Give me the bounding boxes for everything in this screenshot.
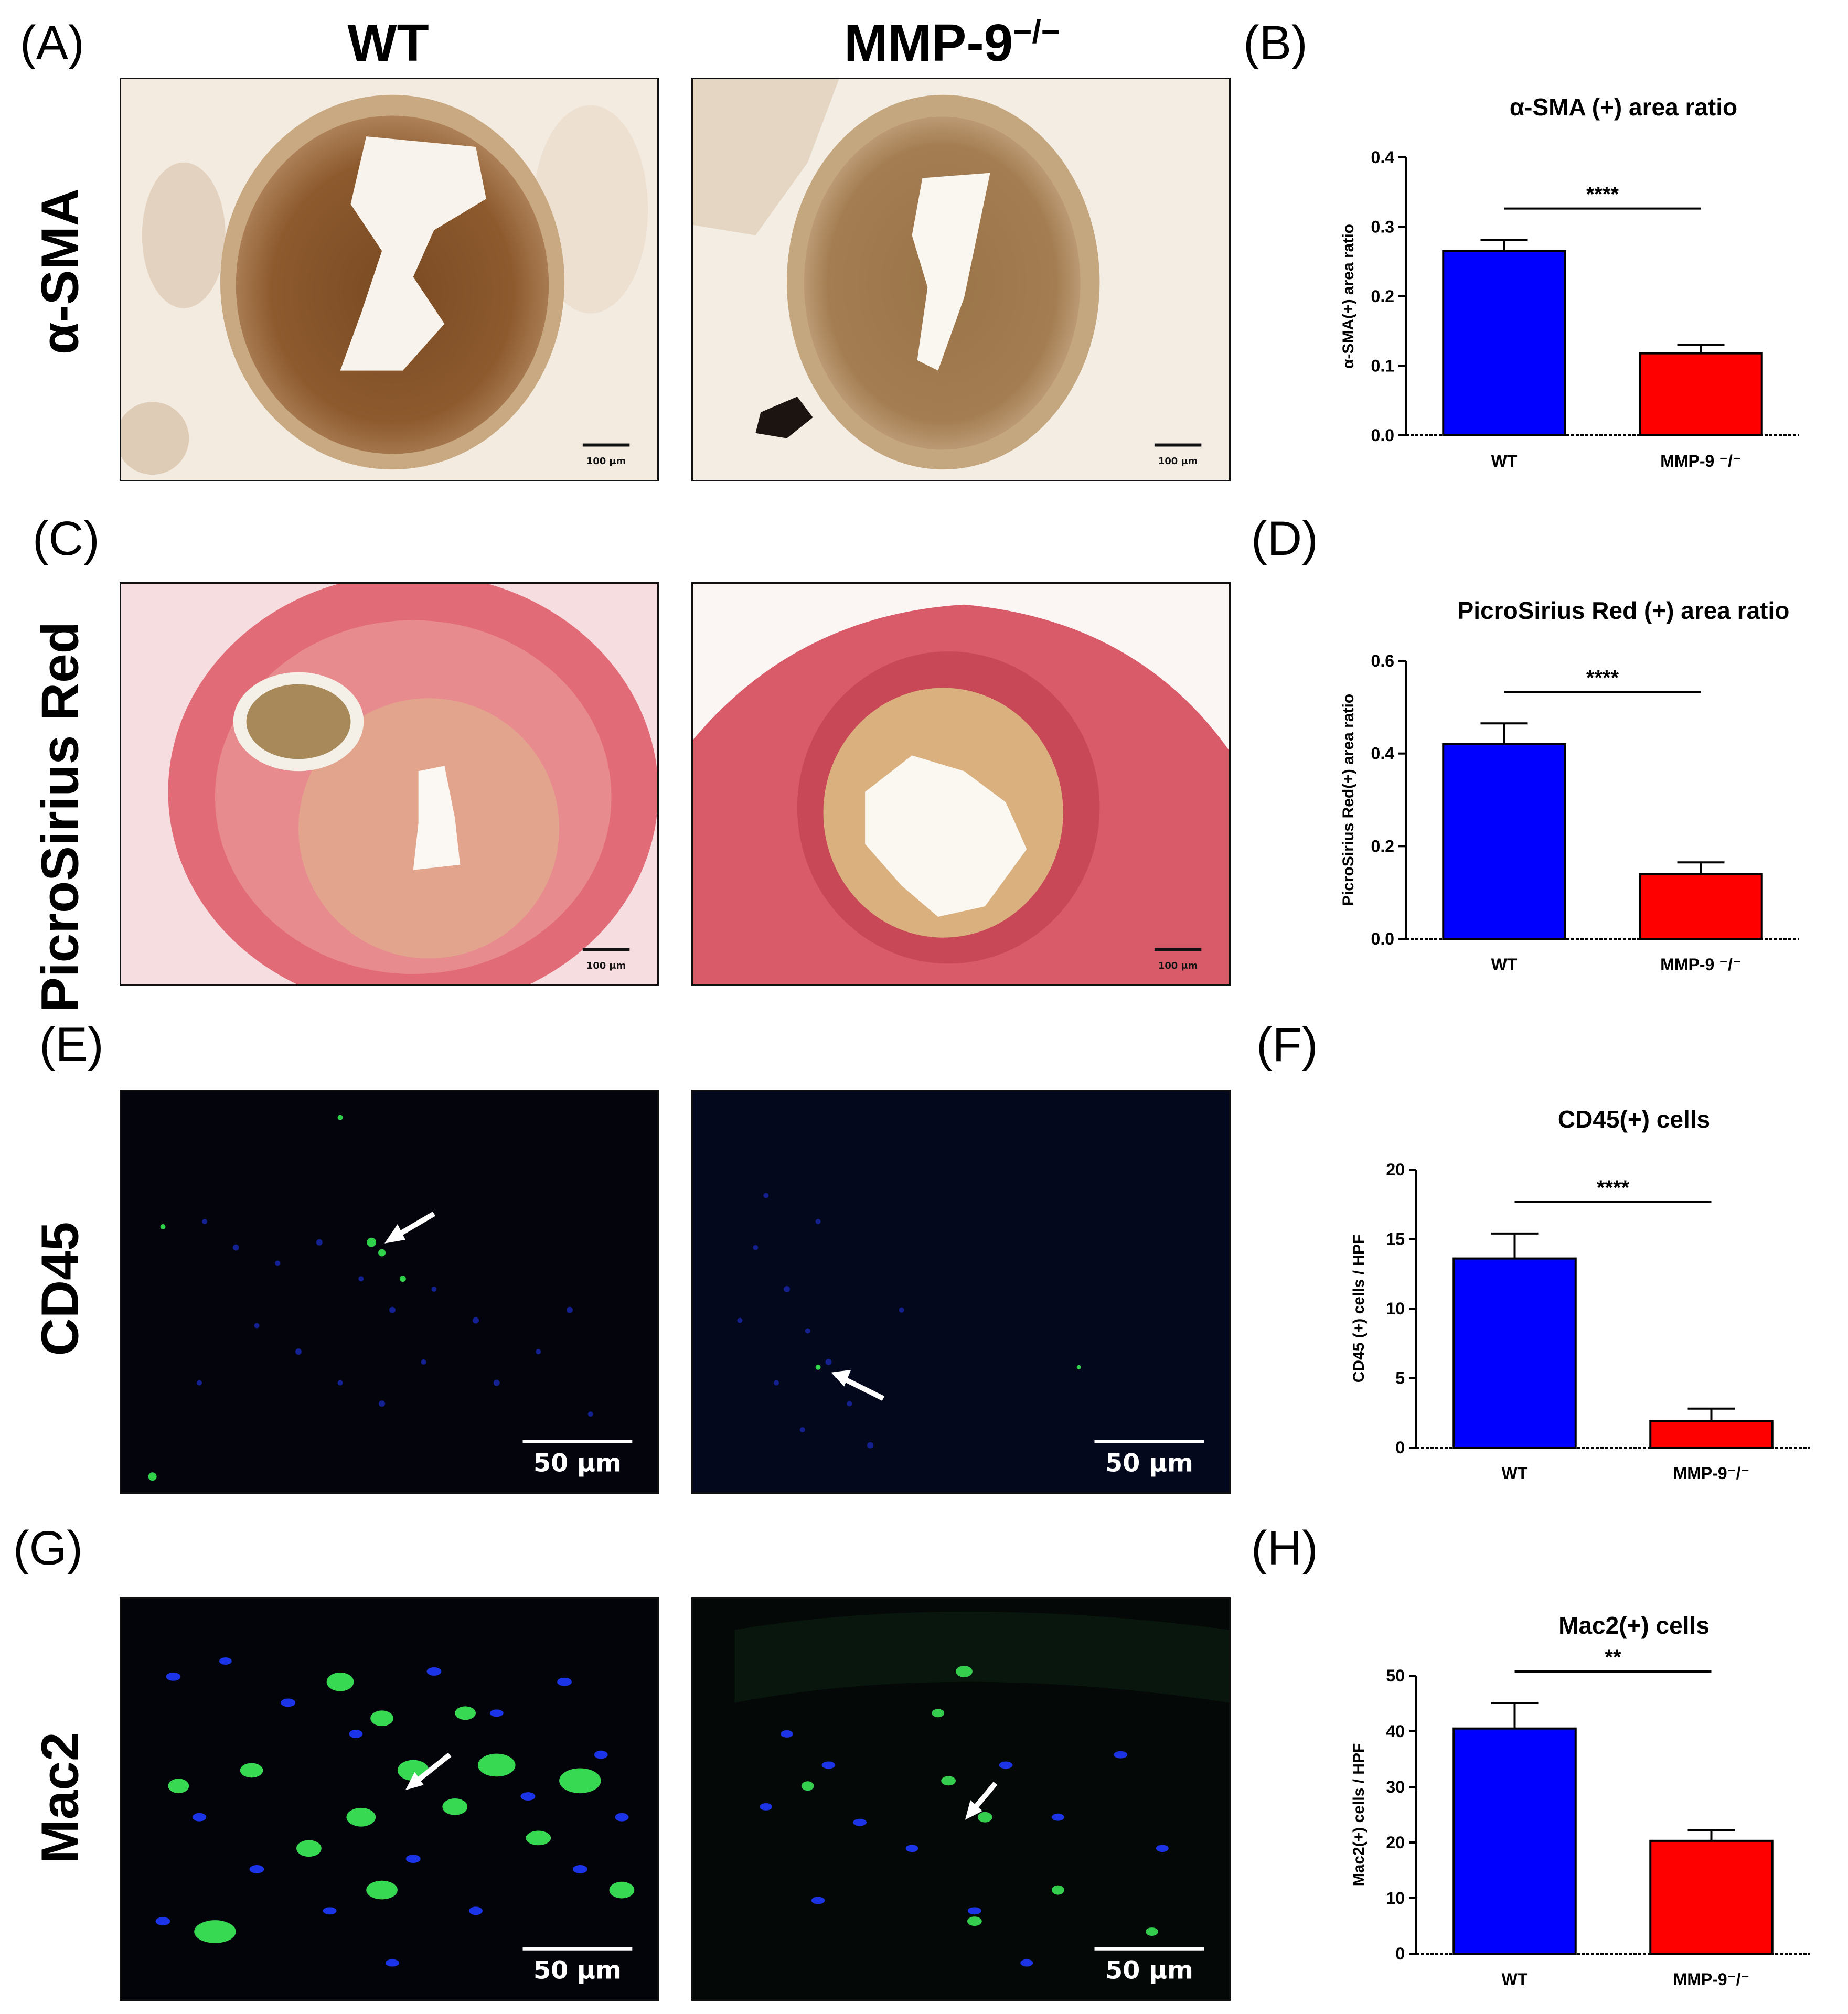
y-tick-label: 0.2: [1371, 837, 1394, 855]
y-tick-label: 20: [1386, 1160, 1405, 1179]
x-category-label: WT: [1491, 955, 1518, 974]
scale-bar-label-e-ko: 50 μm: [1105, 1449, 1193, 1477]
panel-letter-c: (C): [33, 512, 100, 565]
row-label-psr: PicroSirius Red: [30, 622, 90, 1012]
micrograph-mac2-ko: 50 μm: [691, 1597, 1231, 2001]
x-category-label: MMP-9⁻/⁻: [1673, 1464, 1750, 1483]
chart-title: Mac2(+) cells: [1558, 1612, 1710, 1639]
micrograph-sma-ko: 100 μm: [691, 78, 1231, 481]
bar-mmp9-ko: [1649, 1839, 1774, 1955]
x-category-label: MMP-9 ⁻/⁻: [1660, 955, 1742, 974]
y-tick-label: 0.2: [1371, 287, 1394, 306]
micrograph-cd45-ko: 50 μm: [691, 1090, 1231, 1494]
scale-bar-label-g-wt: 50 μm: [533, 1956, 622, 1985]
scale-bar-label-a-wt: 100 μm: [586, 456, 626, 467]
bar-wt: [1452, 1727, 1577, 1955]
chart-f-cd45-cells: CD45(+) cells 0 5 10 15 20 CD45 (+) cells / HP…: [1285, 1091, 1841, 1505]
row-label-mac2: Mac2: [30, 1732, 90, 1863]
y-tick-label: 0.0: [1371, 426, 1394, 445]
x-category-label: MMP-9⁻/⁻: [1673, 1970, 1750, 1989]
micrograph-mac2-wt: 50 μm: [120, 1597, 659, 2001]
chart-b-sma-area: α-SMA (+) area ratio 0.0 0.1 0.2 0.3 0.4 α-SMA…: [1275, 79, 1831, 493]
column-header-mmp9-ko: MMP-9−/−: [682, 13, 1222, 73]
bar-mmp9-ko: [1639, 873, 1763, 940]
y-axis-label: PicroSirius Red(+) area ratio: [1340, 694, 1357, 906]
significance-stars: ****: [1586, 183, 1619, 206]
micrograph-cd45-wt: 50 μm: [120, 1090, 659, 1494]
y-tick-label: 20: [1386, 1833, 1405, 1852]
panel-letter-a: (A): [20, 16, 84, 70]
micrograph-psr-ko: 100 μm: [691, 582, 1231, 986]
bar-wt: [1452, 1257, 1577, 1449]
significance-stars: **: [1605, 1646, 1621, 1669]
y-tick-label: 0.6: [1371, 651, 1394, 670]
scale-bar-label-g-ko: 50 μm: [1105, 1956, 1193, 1985]
y-tick-label: 10: [1386, 1299, 1405, 1318]
y-tick-label: 50: [1386, 1666, 1405, 1685]
y-tick-label: 30: [1386, 1777, 1405, 1796]
panel-letter-f: (F): [1256, 1018, 1318, 1072]
significance-stars: ****: [1586, 666, 1619, 689]
panel-letter-b: (B): [1243, 16, 1308, 70]
chart-h-mac2-cells: Mac2(+) cells 0 10 20 30 40 50 Mac2(+) cells / …: [1285, 1597, 1841, 2011]
row-label-cd45: CD45: [30, 1222, 90, 1356]
y-axis-label: Mac2(+) cells / HPF: [1350, 1743, 1368, 1887]
x-category-label: WT: [1502, 1464, 1528, 1483]
chart-title: CD45(+) cells: [1558, 1106, 1710, 1133]
x-category-label: WT: [1502, 1970, 1528, 1989]
y-tick-label: 0: [1395, 1944, 1405, 1963]
y-tick-label: 0.1: [1371, 357, 1394, 376]
scale-bar-label-c-ko: 100 μm: [1158, 960, 1198, 971]
panel-letter-g: (G): [13, 1522, 83, 1575]
x-category-label: MMP-9 ⁻/⁻: [1660, 452, 1742, 470]
row-label-sma: α-SMA: [30, 188, 90, 355]
y-tick-label: 10: [1386, 1889, 1405, 1908]
chart-title: α-SMA (+) area ratio: [1510, 93, 1737, 121]
column-header-ko-base: MMP-9: [844, 14, 1013, 72]
chart-d-psr-area: PicroSirius Red (+) area ratio 0.0 0.2 0.4 0…: [1275, 582, 1831, 997]
y-tick-label: 0.3: [1371, 218, 1394, 237]
y-axis-label: CD45 (+) cells / HPF: [1350, 1235, 1368, 1383]
scale-bar-label-a-ko: 100 μm: [1158, 456, 1198, 467]
x-category-label: WT: [1491, 452, 1518, 470]
y-tick-label: 0.4: [1371, 148, 1395, 167]
y-axis-label: α-SMA(+) area ratio: [1340, 224, 1357, 369]
bar-wt: [1442, 743, 1566, 940]
scale-bar-label-c-wt: 100 μm: [586, 960, 626, 971]
y-tick-label: 15: [1386, 1230, 1405, 1249]
bar-wt: [1442, 250, 1566, 436]
y-tick-label: 0: [1395, 1438, 1405, 1457]
chart-title: PicroSirius Red (+) area ratio: [1458, 597, 1790, 624]
column-header-ko-sup: −/−: [1013, 14, 1060, 50]
y-tick-label: 0.0: [1371, 929, 1394, 948]
column-header-wt: WT: [347, 14, 429, 72]
bar-mmp9-ko: [1649, 1420, 1774, 1449]
y-tick-label: 0.4: [1371, 744, 1395, 763]
panel-letter-e: (E): [39, 1018, 104, 1072]
panel-letter-d: (D): [1251, 512, 1318, 565]
micrograph-psr-wt: 100 μm: [120, 582, 659, 986]
scale-bar-label-e-wt: 50 μm: [533, 1449, 622, 1477]
significance-stars: ****: [1597, 1176, 1630, 1199]
bar-mmp9-ko: [1639, 352, 1763, 437]
panel-letter-h: (H): [1251, 1522, 1318, 1575]
micrograph-sma-wt: 100 μm: [120, 78, 659, 481]
y-tick-label: 5: [1395, 1369, 1405, 1388]
y-tick-label: 40: [1386, 1722, 1405, 1741]
